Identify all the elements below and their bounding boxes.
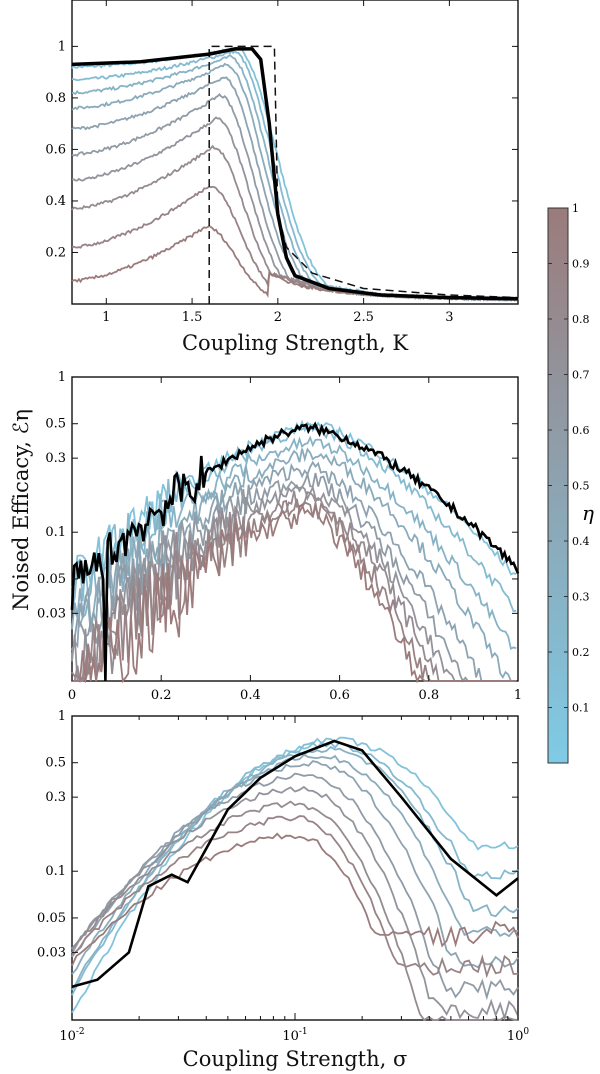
middle-x-tick-label: 0.6 (329, 688, 350, 703)
middle-y-tick-label: 1 (58, 370, 66, 385)
colorbar-tick-label: 0.9 (572, 258, 590, 271)
colorbar-tick-label: 0.5 (572, 480, 590, 493)
colorbar-tick-label: 0.4 (572, 535, 590, 548)
bottom-y-tick-label: 0.03 (37, 945, 66, 960)
bottom-series-line (71, 753, 518, 975)
middle-series-line (71, 447, 517, 682)
bottom-y-tick-label: 1 (58, 709, 66, 724)
bottom-y-tick-label: 0.1 (45, 864, 66, 879)
bottom-y-tick-label: 0.5 (45, 756, 66, 771)
middle-x-tick-label: 0 (68, 688, 76, 703)
bottom-x-tick-label: 100 (507, 1027, 530, 1044)
colorbar-ticks: 0.1 0.2 0.3 0.4 0.5 0.6 0.7 0.8 0.9 1 (548, 202, 590, 715)
top-y-tick-label: 0.6 (45, 142, 66, 157)
top-black-series (71, 47, 519, 301)
bottom-series-line (71, 832, 519, 966)
bottom-series-line (71, 741, 519, 996)
top-y-tick-label: 0.4 (45, 194, 66, 209)
middle-x-tick-label: 0.8 (418, 688, 439, 703)
top-panel-series (71, 45, 519, 304)
top-xlabel: Coupling Strength, K (182, 331, 408, 355)
middle-y-tick-label: 0.5 (45, 417, 66, 432)
bottom-series-line (71, 815, 519, 979)
top-x-tick-label: 1.5 (182, 310, 203, 325)
bottom-panel-frame (71, 715, 519, 1021)
bottom-series-line (71, 772, 519, 1001)
bottom-series-line (71, 800, 519, 1022)
colorbar-tick-label: 1 (572, 202, 579, 215)
colorbar-tick-label: 0.3 (572, 591, 590, 604)
middle-panel-series (70, 419, 520, 684)
top-x-tick-label: 3 (445, 310, 453, 325)
middle-x-tick-label: 1 (514, 688, 522, 703)
colorbar-tick-label: 0.7 (572, 369, 590, 382)
bottom-black-series (71, 739, 519, 989)
bottom-series-line (71, 745, 519, 991)
top-y-tick-label: 0.8 (45, 91, 66, 106)
middle-ylabel: Noised Efficacy, ℰη (9, 409, 33, 611)
top-y-tick-label: 1 (58, 39, 66, 54)
bottom-y-tick-label: 0.3 (45, 790, 66, 805)
colorbar-tick-label: 0.8 (572, 313, 590, 326)
middle-series-line (72, 503, 517, 684)
bottom-x-tick-label: 10-1 (282, 1027, 307, 1044)
axis-ticks: 1 1.5 2 2.5 30.20.40.60.810 0.2 0.4 0.6 0.8 10.03… (37, 0, 529, 1044)
colorbar-label: η (582, 501, 594, 525)
middle-x-tick-label: 0.4 (240, 688, 261, 703)
bottom-panel-series (71, 736, 519, 1022)
bottom-xlabel: Coupling Strength, σ (183, 1047, 408, 1071)
top-x-tick-label: 2.5 (353, 310, 374, 325)
middle-y-tick-label: 0.3 (45, 451, 66, 466)
top-panel-frame (71, 0, 519, 305)
colorbar-tick-label: 0.2 (572, 646, 590, 659)
colorbar-tick-label: 0.6 (572, 424, 590, 437)
bottom-y-tick-label: 0.05 (37, 911, 66, 926)
top-y-tick-label: 0.2 (45, 245, 66, 260)
middle-y-tick-label: 0.03 (37, 606, 66, 621)
middle-series-line (71, 483, 517, 682)
top-series-line (71, 93, 519, 302)
top-series-line (71, 62, 519, 302)
colorbar-tick-label: 0.1 (572, 702, 590, 715)
bottom-series-line (71, 785, 519, 1022)
top-dashed-threshold (208, 45, 519, 304)
top-x-tick-label: 2 (274, 310, 282, 325)
middle-x-tick-label: 0.2 (151, 688, 172, 703)
middle-y-tick-label: 0.05 (37, 572, 66, 587)
middle-black-series (70, 421, 520, 682)
top-x-tick-label: 1 (102, 310, 110, 325)
middle-y-tick-label: 0.1 (45, 525, 66, 540)
middle-panel-frame (71, 376, 519, 682)
bottom-x-tick-label: 10-2 (59, 1027, 84, 1044)
top-series-line (71, 185, 519, 302)
